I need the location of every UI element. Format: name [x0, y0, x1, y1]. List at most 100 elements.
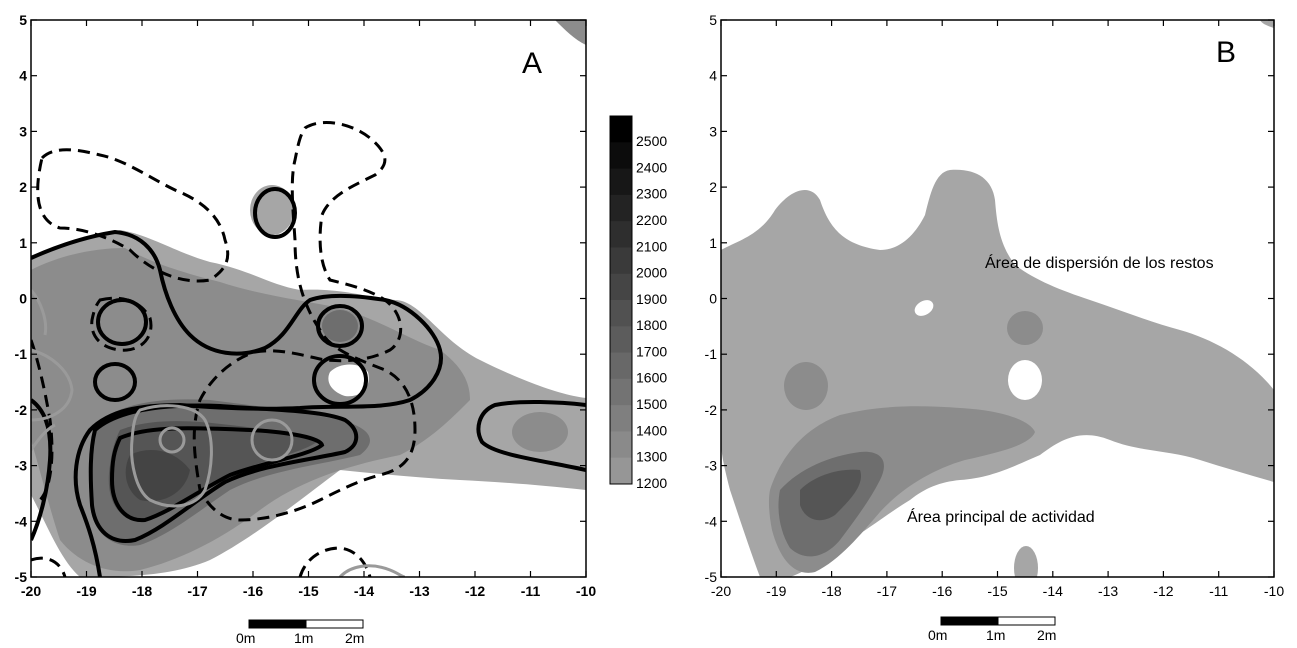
panel-b-fill-spot-2: [1007, 311, 1043, 345]
panel-b-ytick-label-4: 1: [709, 235, 717, 251]
colorbar-swatch-2400: [610, 142, 632, 170]
panel-b-scale-label-2: 2m: [1037, 627, 1056, 643]
panel-a-ytick-label-0: 5: [19, 12, 27, 28]
panel-a-solid-contour-spot-5: [312, 354, 368, 406]
panel-a-dashed-contour-1: [36, 148, 230, 283]
panel-a-xtick-label-3: -17: [187, 583, 207, 599]
panel-b-fill-level-4: [800, 469, 861, 521]
panel-b-ticks: [720, 19, 1275, 578]
panel-a-dashed-contour-2: [192, 121, 417, 522]
panel-a-xtick-label-10: -10: [576, 583, 596, 599]
colorbar-label-1300: 1300: [636, 449, 667, 465]
panel-b-scale-bar-white: [997, 616, 1056, 626]
panel-a-ytick-label-1: 4: [19, 68, 27, 84]
panel-a-gray-contour-4: [31, 348, 74, 422]
panel-b: -20 -19 -18 -17 -16 -15 -14 -13 -12 -11 -10 5 4 3 2 1 0 -…: [705, 12, 1285, 643]
panel-a-xtick-label-4: -16: [243, 583, 263, 599]
panel-a-scale-label-2: 2m: [345, 630, 364, 646]
colorbar-swatch-2100: [610, 221, 632, 248]
panel-a-ytick-label-3: 2: [19, 179, 27, 195]
panel-a-solid-contour-spot-1: [253, 187, 297, 239]
colorbar-swatch-1900: [610, 273, 632, 301]
colorbar-label-1700: 1700: [636, 343, 667, 359]
panel-a-letter: A: [522, 47, 542, 80]
panel-a-gray-contours: [31, 288, 406, 577]
panel-a-fill-corner: [555, 20, 586, 45]
panel-b-xtick-label-5: -15: [987, 583, 1007, 599]
panel-a-solid-contour-spot-2: [96, 298, 148, 346]
panel-b-tick-labels: -20 -19 -18 -17 -16 -15 -14 -13 -12 -11 -10 5 4 3 2 1 0 -…: [705, 12, 1285, 599]
panel-a-solid-contour-right: [476, 399, 586, 472]
panel-a-solid-contour-spot-3: [93, 362, 137, 402]
panel-a-fill-spot-3: [512, 412, 568, 452]
panel-a-scale-bar-white: [305, 619, 364, 629]
colorbar-swatch-1200: [610, 457, 632, 485]
panel-b-ytick-label-2: 3: [709, 123, 717, 139]
panel-a-dashed-contour-4: [31, 556, 67, 577]
panel-a-ytick-label-10: -5: [15, 569, 28, 585]
panel-a-solid-contour-inner: [88, 403, 359, 543]
panel-a-gray-contour-6: [338, 564, 406, 577]
panel-b-xtick-label-0: -20: [711, 583, 731, 599]
panel-b-xtick-label-1: -19: [766, 583, 786, 599]
panel-b-xtick-label-8: -12: [1153, 583, 1173, 599]
colorbar-label-1400: 1400: [636, 422, 667, 438]
colorbar-label-2100: 2100: [636, 238, 667, 254]
panel-a-xtick-label-2: -18: [132, 583, 152, 599]
colorbar-label-2500: 2500: [636, 133, 667, 149]
colorbar-swatch-2300: [610, 168, 632, 196]
colorbar-swatch-1300: [610, 431, 632, 459]
panel-a-xtick-label-0: -20: [21, 583, 41, 599]
panel-b-scale-bar: 0m 1m 2m: [928, 616, 1056, 643]
panel-a-xtick-label-5: -15: [298, 583, 318, 599]
panel-a-fill-spot-2: [322, 310, 358, 342]
panel-b-scale-label-0: 0m: [928, 627, 947, 643]
panel-b-fill-hole-2: [914, 300, 934, 316]
panel-a-gray-contour-7: [31, 423, 56, 451]
colorbar-frame: [609, 115, 633, 485]
panel-a-fill-hole: [328, 364, 369, 397]
colorbar-label-2200: 2200: [636, 212, 667, 228]
panel-b-ytick-label-1: 4: [709, 68, 717, 84]
panel-a-xtick-label-8: -12: [465, 583, 485, 599]
panel-b-xtick-label-9: -11: [1209, 583, 1228, 599]
panel-b-ytick-label-10: -5: [705, 569, 718, 585]
panel-a-ytick-label-7: -2: [15, 402, 28, 418]
colorbar-swatch-1400: [610, 405, 632, 432]
panel-a-solid-contours: [31, 187, 586, 577]
panel-a-scale-label-0: 0m: [236, 630, 255, 646]
colorbar-swatch-2500: [610, 116, 632, 143]
panel-a-ytick-label-8: -3: [15, 458, 28, 474]
panel-b-scale-bar-black: [940, 616, 999, 626]
colorbar-label-1600: 1600: [636, 370, 667, 386]
panel-a-scale-bar-black: [248, 619, 307, 629]
panel-b-xtick-label-6: -14: [1043, 583, 1063, 599]
colorbar-label-1800: 1800: [636, 317, 667, 333]
panel-a-scale-label-1: 1m: [294, 630, 313, 646]
panel-b-xtick-label-3: -17: [877, 583, 897, 599]
panel-a-colorbar: 2500 2400 2300 2200 2100 2000 1900 1800 1700 1600…: [609, 115, 667, 491]
panel-b-scale-label-1: 1m: [986, 627, 1005, 643]
panel-a-scale-bar: 0m 1m 2m: [236, 619, 364, 646]
panel-b-xtick-label-7: -13: [1098, 583, 1118, 599]
panel-a-ytick-label-6: -1: [15, 346, 28, 362]
colorbar-swatch-1600: [610, 352, 632, 380]
panel-b-ytick-label-6: -1: [705, 346, 718, 362]
panel-a-solid-contour-left: [31, 398, 53, 541]
panel-a-gray-contour-2: [158, 426, 186, 454]
panel-b-fill-hole-1: [1008, 360, 1042, 400]
panel-a-dashed-contour-6: [31, 339, 54, 502]
colorbar-label-1900: 1900: [636, 291, 667, 307]
panel-a-ytick-label-2: 3: [19, 123, 27, 139]
colorbar-label-2000: 2000: [636, 265, 667, 281]
colorbar-swatch-2000: [610, 247, 632, 275]
colorbar-label-2300: 2300: [636, 186, 667, 202]
panel-a-gray-contour-1: [130, 404, 213, 508]
panel-a-ytick-label-9: -4: [15, 513, 28, 529]
panel-a-gray-contour-3: [250, 418, 294, 462]
colorbar-swatch-1800: [610, 300, 632, 327]
panel-b-letter: B: [1216, 36, 1236, 69]
panel-b-fill-corner: [1260, 20, 1274, 28]
colorbar-swatch-1500: [610, 378, 632, 406]
